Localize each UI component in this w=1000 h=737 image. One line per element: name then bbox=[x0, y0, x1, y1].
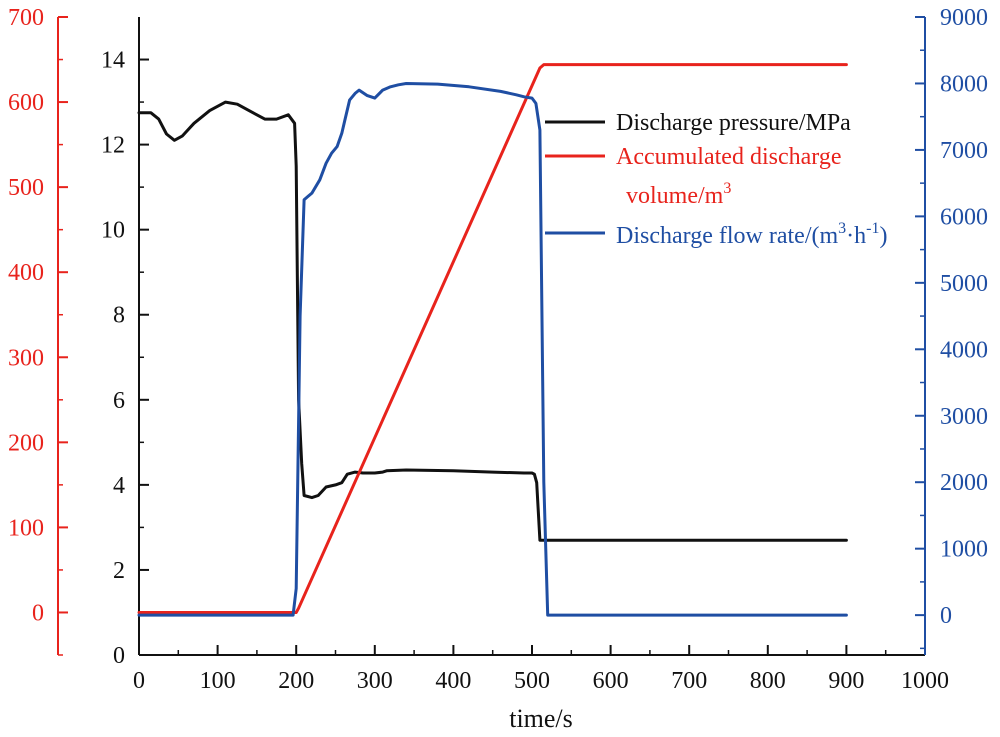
legend-label-flow: Discharge flow rate/(m3·h-1) bbox=[616, 220, 887, 249]
legend-label-volume-unit: volume/m3 bbox=[626, 180, 731, 209]
y-tick-label-volume: 600 bbox=[8, 90, 44, 116]
y-tick-label-volume: 400 bbox=[8, 260, 44, 286]
x-tick-label: 600 bbox=[593, 668, 629, 694]
legend-label-volume: Accumulated discharge bbox=[616, 144, 841, 170]
series-line-flow bbox=[137, 82, 848, 617]
x-tick-label: 1000 bbox=[901, 668, 949, 694]
y-tick-label-flow: 1000 bbox=[940, 537, 988, 563]
y-tick-label-pressure: 4 bbox=[113, 473, 125, 499]
legend: Discharge pressure/MPa Accumulated disch… bbox=[545, 110, 887, 249]
y-tick-label-pressure: 10 bbox=[101, 218, 125, 244]
y-tick-label-flow: 5000 bbox=[940, 271, 988, 297]
y-tick-label-flow: 6000 bbox=[940, 204, 988, 230]
series-layer bbox=[137, 63, 848, 617]
x-tick-label: 700 bbox=[671, 668, 707, 694]
x-axis-title: time/s bbox=[509, 704, 573, 733]
y-tick-label-volume: 300 bbox=[8, 345, 44, 371]
y-tick-label-flow: 0 bbox=[940, 603, 952, 629]
x-tick-label: 300 bbox=[357, 668, 393, 694]
y-tick-label-flow: 4000 bbox=[940, 337, 988, 363]
x-tick-label: 900 bbox=[828, 668, 864, 694]
y-tick-label-flow: 2000 bbox=[940, 470, 988, 496]
y-tick-label-volume: 700 bbox=[8, 5, 44, 31]
x-tick-label: 200 bbox=[278, 668, 314, 694]
x-tick-label: 100 bbox=[200, 668, 236, 694]
y-tick-label-volume: 100 bbox=[8, 515, 44, 541]
y-tick-label-pressure: 12 bbox=[101, 133, 125, 159]
series-line-pressure bbox=[137, 100, 848, 542]
y-tick-label-flow: 7000 bbox=[940, 138, 988, 164]
axes-layer: 0 100 200 300 400 500 600 700 800 900 100001002003… bbox=[8, 5, 988, 694]
x-tick-label: 0 bbox=[133, 668, 145, 694]
y-tick-label-pressure: 8 bbox=[113, 303, 125, 329]
legend-label-pressure: Discharge pressure/MPa bbox=[616, 110, 851, 136]
y-tick-label-volume: 0 bbox=[32, 600, 44, 626]
y-tick-label-flow: 9000 bbox=[940, 5, 988, 31]
y-tick-label-pressure: 14 bbox=[101, 48, 125, 74]
y-tick-label-flow: 3000 bbox=[940, 404, 988, 430]
x-tick-label: 500 bbox=[514, 668, 550, 694]
x-tick-label: 400 bbox=[435, 668, 471, 694]
y-tick-label-flow: 8000 bbox=[940, 71, 988, 97]
y-tick-label-pressure: 0 bbox=[113, 643, 125, 669]
y-tick-label-pressure: 6 bbox=[113, 388, 125, 414]
y-tick-label-pressure: 2 bbox=[113, 558, 125, 584]
y-tick-label-volume: 500 bbox=[8, 175, 44, 201]
x-tick-label: 800 bbox=[750, 668, 786, 694]
y-tick-label-volume: 200 bbox=[8, 430, 44, 456]
